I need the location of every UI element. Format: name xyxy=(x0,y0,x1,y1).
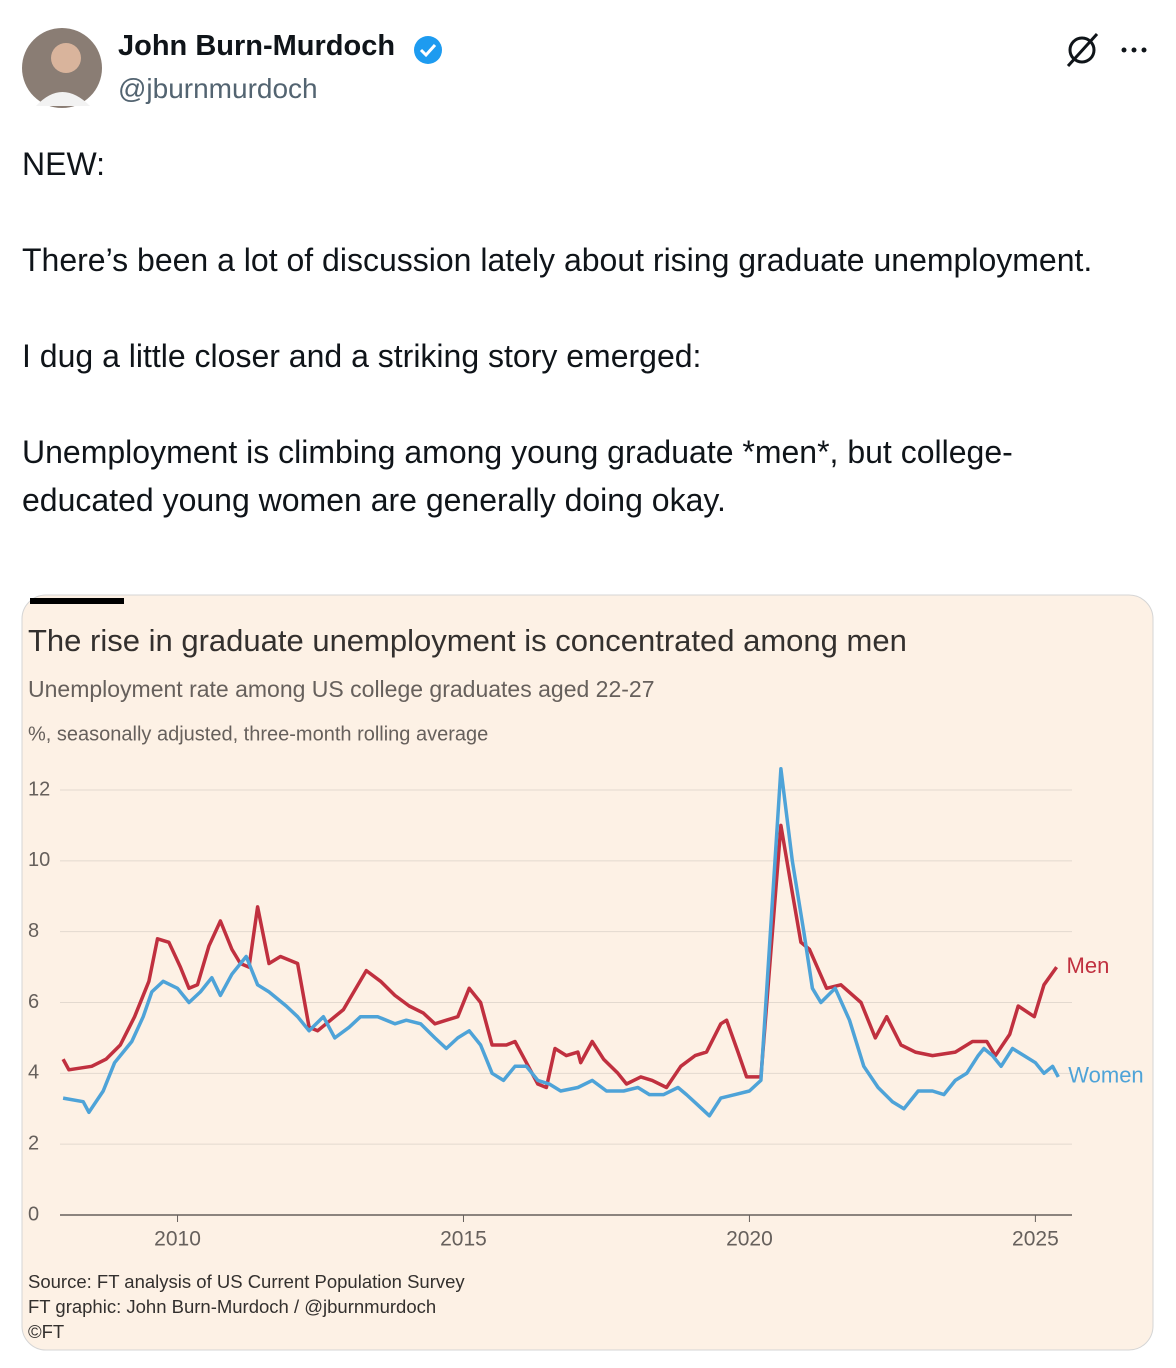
x-tick-label: 2010 xyxy=(154,1228,201,1251)
x-tick-label: 2025 xyxy=(1012,1228,1059,1251)
y-tick-label: 0 xyxy=(28,1203,39,1225)
grok-icon[interactable] xyxy=(1066,32,1099,68)
y-axis-label: %, seasonally adjusted, three-month roll… xyxy=(28,723,488,745)
ft-bar xyxy=(30,598,124,604)
series-line xyxy=(62,767,1060,1118)
series-label: Men xyxy=(1067,953,1110,978)
y-tick-label: 6 xyxy=(28,991,39,1013)
tweet-paragraph: Unemployment is climbing among young gra… xyxy=(22,434,1013,518)
tweet-paragraph: There’s been a lot of discussion lately … xyxy=(22,242,1093,278)
chart-subtitle: Unemployment rate among US college gradu… xyxy=(28,676,655,702)
y-tick-label: 4 xyxy=(28,1062,39,1084)
avatar-face xyxy=(51,43,81,73)
series-label: Women xyxy=(1068,1063,1143,1088)
chart-card[interactable] xyxy=(21,594,1154,1351)
source-note: FT graphic: John Burn-Murdoch / @jburnmu… xyxy=(28,1296,436,1317)
tweet-paragraph: NEW: xyxy=(22,146,105,182)
x-tick-label: 2015 xyxy=(440,1228,487,1251)
verified-badge xyxy=(414,36,442,64)
x-tick-label: 2020 xyxy=(726,1228,773,1251)
series-line xyxy=(61,823,1059,1090)
y-tick-label: 2 xyxy=(28,1132,39,1154)
more-icon[interactable] xyxy=(1121,47,1147,53)
source-note: Source: FT analysis of US Current Popula… xyxy=(28,1271,465,1292)
tweet-paragraph: I dug a little closer and a striking sto… xyxy=(22,338,702,374)
tweet-text: NEW: There’s been a lot of discussion lat… xyxy=(22,140,1132,572)
y-tick-label: 8 xyxy=(28,920,39,942)
author-name[interactable]: John Burn-Murdoch xyxy=(118,30,396,62)
avatar-shirt xyxy=(36,92,90,106)
y-tick-label: 12 xyxy=(28,778,50,800)
chart-title: The rise in graduate unemployment is con… xyxy=(28,623,907,658)
source-note: ©FT xyxy=(28,1321,64,1342)
y-tick-label: 10 xyxy=(28,849,50,871)
author-handle[interactable]: @jburnmurdoch xyxy=(118,73,318,104)
